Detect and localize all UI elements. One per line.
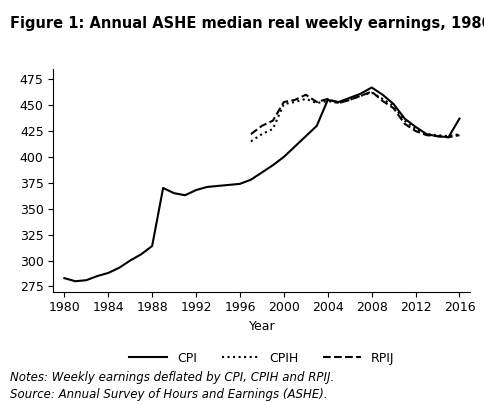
X-axis label: Year: Year xyxy=(248,320,274,333)
Text: Figure 1: Annual ASHE median real weekly earnings, 1980 to 2016: Figure 1: Annual ASHE median real weekly… xyxy=(10,16,484,31)
Text: Notes: Weekly earnings deflated by CPI, CPIH and RPIJ.: Notes: Weekly earnings deflated by CPI, … xyxy=(10,371,333,384)
Legend: CPI, CPIH, RPIJ: CPI, CPIH, RPIJ xyxy=(124,347,399,370)
Text: Source: Annual Survey of Hours and Earnings (ASHE).: Source: Annual Survey of Hours and Earni… xyxy=(10,388,327,401)
